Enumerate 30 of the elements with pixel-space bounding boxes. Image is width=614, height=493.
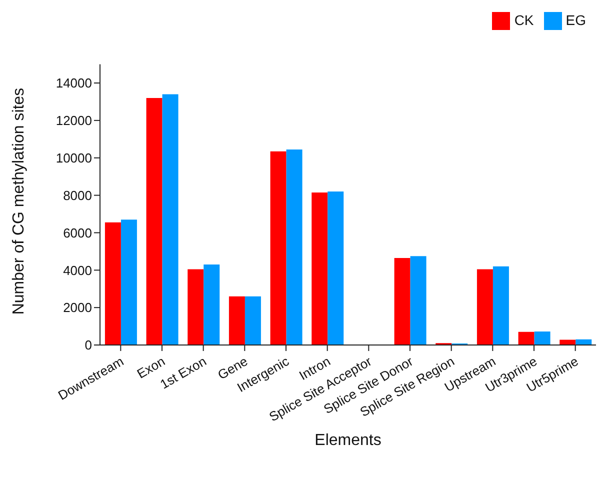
bar xyxy=(286,149,302,345)
bar xyxy=(146,98,162,345)
y-axis-title: Number of CG methylation sites xyxy=(10,88,28,315)
y-tick-label: 12000 xyxy=(56,113,92,128)
y-tick-label: 10000 xyxy=(56,150,92,166)
bar xyxy=(518,332,534,345)
bar xyxy=(328,192,344,345)
bar xyxy=(492,266,509,345)
y-tick-label: 4000 xyxy=(63,262,92,278)
y-tick-label: 14000 xyxy=(56,76,92,91)
y-tick-label: 6000 xyxy=(63,225,92,240)
bar xyxy=(188,269,204,345)
bar xyxy=(394,258,410,345)
y-tick-label: 2000 xyxy=(63,300,92,316)
bar xyxy=(534,332,550,345)
y-tick-label: 8000 xyxy=(63,188,92,203)
bar xyxy=(270,151,286,345)
bar xyxy=(312,192,328,345)
bar xyxy=(476,269,493,345)
x-axis-title: Elements xyxy=(314,432,382,449)
bar xyxy=(228,296,245,345)
bar xyxy=(204,264,220,345)
bar xyxy=(244,296,261,345)
bar xyxy=(410,256,426,345)
y-tick-label: 0 xyxy=(84,338,92,353)
legend-label: CK xyxy=(514,12,534,28)
bar xyxy=(104,222,121,345)
legend-label: EG xyxy=(566,12,586,28)
bar xyxy=(162,94,178,345)
bar xyxy=(120,220,137,345)
